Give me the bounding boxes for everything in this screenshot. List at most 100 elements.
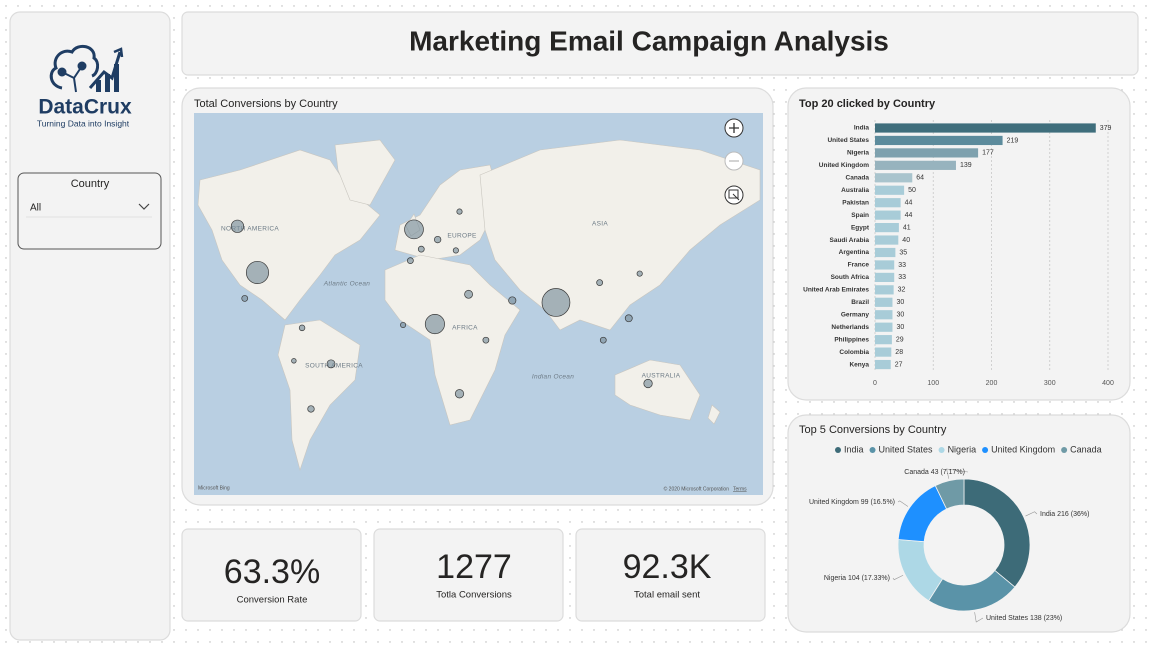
kpi-value: 92.3K bbox=[623, 548, 712, 586]
bubble bbox=[599, 336, 607, 344]
data-label: Nigeria 104 (17.33%) bbox=[824, 575, 890, 582]
category-label: Pakistan bbox=[842, 199, 869, 206]
logo-icon bbox=[49, 44, 124, 93]
sidebar bbox=[9, 11, 171, 641]
slicer-title: Country bbox=[71, 178, 110, 190]
region-label: ASIA bbox=[592, 221, 608, 228]
category-label: Argentina bbox=[839, 249, 870, 256]
bubble bbox=[291, 358, 297, 364]
x-tick-label: 300 bbox=[1044, 380, 1056, 387]
bubble bbox=[624, 314, 633, 323]
header bbox=[181, 11, 1139, 76]
bubble bbox=[456, 208, 463, 215]
donut-slice bbox=[934, 478, 965, 510]
category-label: United States bbox=[827, 137, 869, 144]
select-tool[interactable] bbox=[724, 185, 744, 205]
category-label: Philippines bbox=[834, 336, 869, 343]
bubble bbox=[245, 260, 269, 285]
zoom-out[interactable] bbox=[724, 151, 744, 171]
value-label: 30 bbox=[896, 324, 904, 331]
category-label: Egypt bbox=[851, 224, 870, 231]
legend-swatch bbox=[938, 447, 945, 453]
value-label: 41 bbox=[903, 224, 911, 231]
kpi-card bbox=[373, 528, 564, 622]
bubble bbox=[407, 257, 414, 264]
bar bbox=[875, 359, 891, 370]
land bbox=[277, 319, 361, 472]
category-label: South Africa bbox=[831, 274, 870, 281]
bar bbox=[875, 135, 1003, 146]
map-title: Total Conversions by Country bbox=[194, 98, 338, 110]
kpi-card bbox=[181, 528, 362, 622]
region-label: AFRICA bbox=[452, 325, 478, 332]
x-tick-label: 200 bbox=[986, 380, 998, 387]
bar bbox=[875, 173, 913, 183]
kpi-label: Totla Conversions bbox=[436, 590, 512, 601]
bar-title: Top 20 clicked by Country bbox=[799, 98, 936, 110]
bubble bbox=[454, 389, 465, 399]
category-label: France bbox=[848, 262, 870, 269]
kpi-card bbox=[575, 528, 766, 622]
bubble bbox=[307, 405, 315, 413]
land bbox=[197, 149, 381, 321]
page-title: Marketing Email Campaign Analysis bbox=[409, 25, 889, 56]
bar bbox=[875, 235, 899, 245]
land bbox=[479, 139, 761, 331]
bubble bbox=[417, 245, 425, 253]
value-label: 44 bbox=[905, 200, 913, 207]
land bbox=[707, 404, 721, 425]
category-label: Netherlands bbox=[831, 324, 869, 331]
category-label: Saudi Arabia bbox=[830, 237, 870, 244]
land bbox=[614, 359, 701, 421]
tagline: Turning Data into Insight bbox=[37, 118, 130, 128]
bar bbox=[875, 160, 956, 170]
donut-slice bbox=[963, 478, 1031, 588]
region-label: AUSTRALIA bbox=[642, 373, 681, 380]
brand: DataCrux bbox=[38, 96, 132, 119]
map-attribution: © 2020 Microsoft Corporation bbox=[664, 485, 730, 492]
bar bbox=[875, 322, 893, 332]
value-label: 27 bbox=[895, 361, 903, 368]
bubble bbox=[400, 321, 407, 329]
value-label: 33 bbox=[898, 262, 906, 269]
legend-swatch bbox=[835, 447, 841, 453]
bar bbox=[875, 210, 901, 220]
bar bbox=[875, 260, 895, 270]
slicer-chevron[interactable] bbox=[138, 203, 150, 210]
legend-swatch bbox=[1061, 447, 1068, 453]
zoom-in[interactable] bbox=[724, 118, 744, 138]
category-label: Kenya bbox=[849, 361, 869, 368]
value-label: 44 bbox=[905, 212, 913, 219]
value-label: 64 bbox=[916, 175, 924, 182]
region-label: EUROPE bbox=[447, 233, 477, 240]
x-tick-label: 0 bbox=[873, 380, 877, 387]
bubble bbox=[434, 235, 442, 244]
slicer[interactable] bbox=[17, 172, 162, 250]
category-label: Germany bbox=[841, 311, 870, 318]
legend-label: Canada bbox=[1070, 444, 1102, 454]
map-terms[interactable]: Terms bbox=[733, 486, 747, 492]
value-label: 379 bbox=[1100, 125, 1112, 132]
land bbox=[334, 139, 396, 206]
map-provider: Microsoft Bing bbox=[198, 485, 230, 491]
bar bbox=[875, 272, 895, 282]
value-label: 35 bbox=[899, 249, 907, 256]
value-label: 30 bbox=[896, 312, 904, 319]
bar bbox=[875, 297, 893, 307]
bubble bbox=[452, 247, 459, 254]
slicer-value[interactable]: All bbox=[30, 203, 41, 214]
value-label: 139 bbox=[960, 162, 972, 169]
category-label: United Kingdom bbox=[819, 162, 869, 169]
legend-label: Nigeria bbox=[948, 444, 977, 454]
region-label: NORTH AMERICA bbox=[221, 226, 279, 233]
bubble bbox=[404, 219, 424, 240]
bar bbox=[875, 223, 899, 233]
value-label: 32 bbox=[898, 287, 906, 294]
legend-label: United Kingdom bbox=[991, 444, 1055, 454]
leader-line bbox=[892, 574, 904, 581]
bubble bbox=[326, 359, 336, 369]
value-label: 50 bbox=[908, 187, 916, 194]
bubble bbox=[424, 314, 445, 335]
kpi-label: Conversion Rate bbox=[237, 595, 308, 606]
